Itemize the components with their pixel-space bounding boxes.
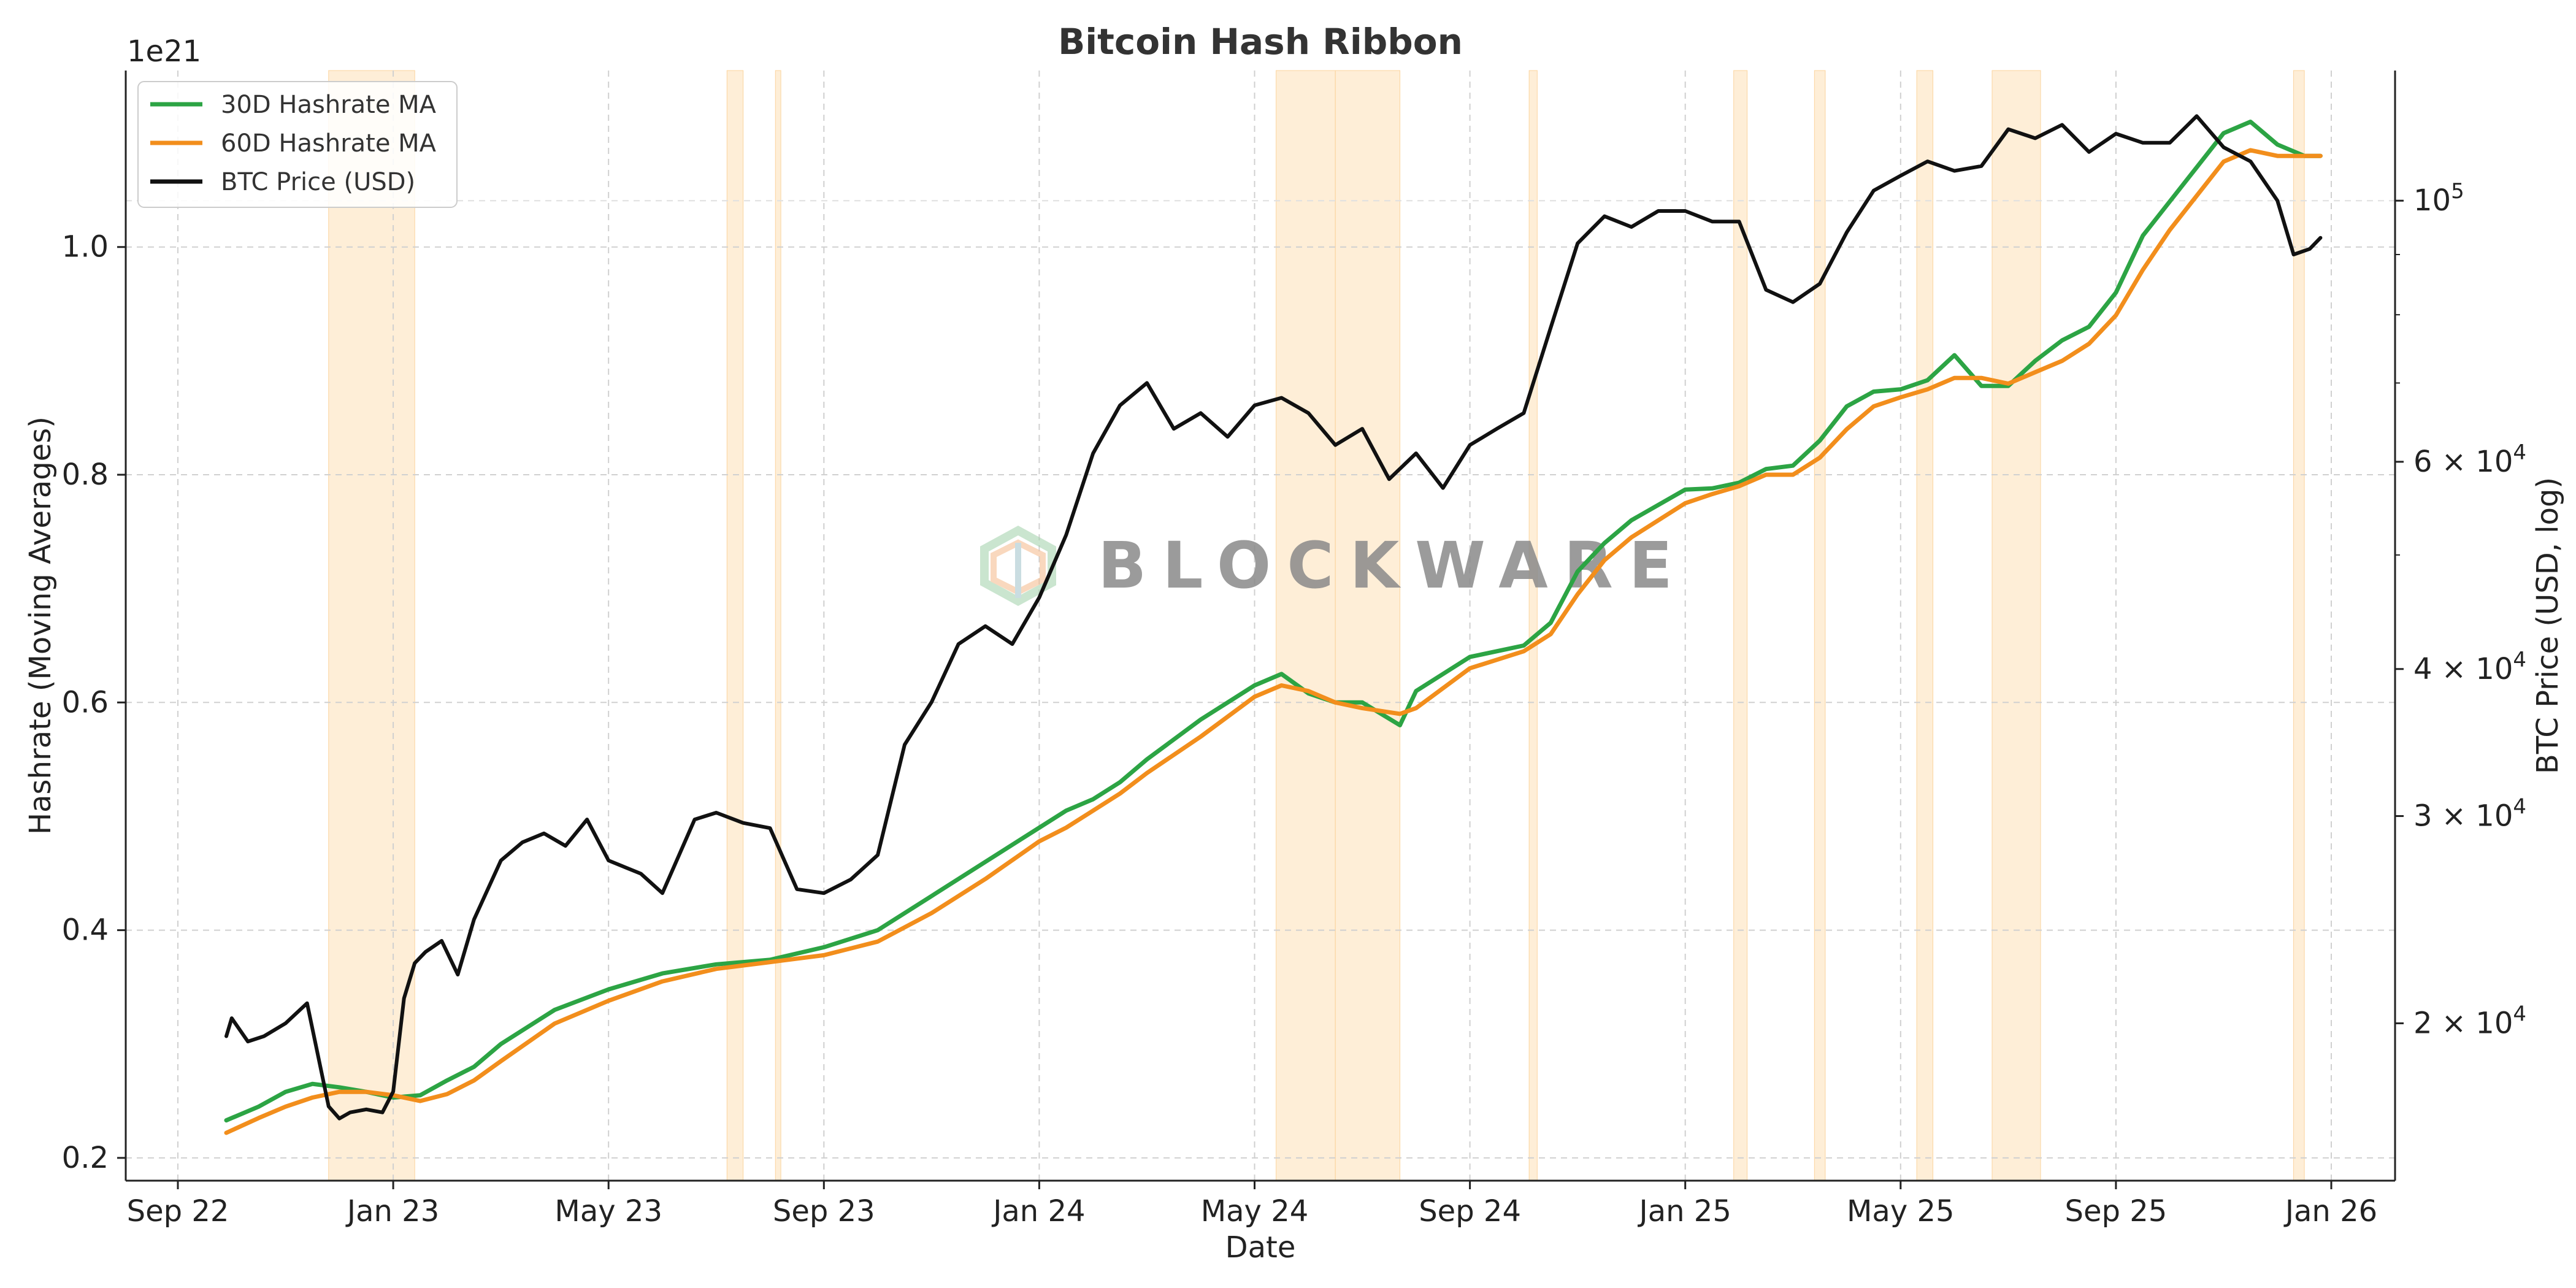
x-tick-label-9: Sep 25 bbox=[2064, 1194, 2167, 1229]
series-lines bbox=[224, 114, 2323, 1135]
x-tick-label-1: Jan 23 bbox=[345, 1194, 439, 1229]
x-axis-ticks: Sep 22 Jan 23 May 23 Sep 23 Jan 24 May 24 Sep … bbox=[127, 1181, 2377, 1229]
x-tick-label-4: Jan 24 bbox=[991, 1194, 1085, 1229]
capitulation-band-9 bbox=[1991, 70, 2041, 1181]
x-tick-label-8: May 25 bbox=[1847, 1194, 1955, 1229]
x-tick-label-0: Sep 22 bbox=[127, 1194, 229, 1229]
watermark-text: BLOCKWARE bbox=[1098, 528, 1689, 603]
capitulation-band-4 bbox=[1335, 70, 1400, 1181]
legend-label-60d: 60D Hashrate MA bbox=[221, 129, 437, 158]
legend-label-30d: 30D Hashrate MA bbox=[221, 91, 437, 119]
series-btc-price bbox=[224, 114, 2323, 1121]
offset-text: 1e21 bbox=[127, 34, 201, 69]
y-axis-label-right: BTC Price (USD, log) bbox=[2531, 477, 2565, 774]
capitulation-band-0 bbox=[328, 70, 415, 1181]
capitulation-band-10 bbox=[2293, 70, 2305, 1181]
y-left-tick-label-0: 0.2 bbox=[62, 1141, 109, 1175]
y-right-tick-label-4: 105 bbox=[2413, 179, 2464, 218]
capitulation-band-7 bbox=[1814, 70, 1826, 1181]
legend-box bbox=[137, 81, 458, 208]
x-axis-label: Date bbox=[1225, 1230, 1296, 1265]
left-y-axis-ticks: 0.2 0.4 0.6 0.8 1.0 bbox=[62, 230, 126, 1175]
y-right-tick-label-3: 6 × 104 bbox=[2413, 440, 2526, 479]
y-left-tick-label-2: 0.6 bbox=[62, 685, 109, 719]
y-axis-label-left: Hashrate (Moving Averages) bbox=[23, 416, 58, 835]
x-tick-label-6: Sep 24 bbox=[1419, 1194, 1521, 1229]
x-tick-label-2: May 23 bbox=[554, 1194, 662, 1229]
watermark: BLOCKWARE bbox=[980, 526, 1689, 606]
capitulation-band-8 bbox=[1916, 70, 1933, 1181]
legend-entry-60d: 60D Hashrate MA bbox=[150, 129, 437, 158]
x-tick-label-10: Jan 26 bbox=[2283, 1194, 2377, 1229]
legend: 30D Hashrate MA 60D Hashrate MA BTC Pric… bbox=[137, 81, 458, 208]
capitulation-band-1 bbox=[726, 70, 744, 1181]
y-left-tick-label-1: 0.4 bbox=[62, 913, 109, 948]
legend-entry-30d: 30D Hashrate MA bbox=[150, 91, 437, 119]
x-tick-label-5: May 24 bbox=[1201, 1194, 1309, 1229]
blockware-logo-icon bbox=[980, 526, 1056, 606]
grid-lines bbox=[126, 71, 2395, 1181]
y-right-tick-label-1: 3 × 104 bbox=[2413, 795, 2526, 834]
y-left-tick-label-4: 1.0 bbox=[62, 230, 109, 264]
y-right-tick-label-0: 2 × 104 bbox=[2413, 1002, 2526, 1040]
capitulation-band-2 bbox=[775, 70, 781, 1181]
axes-frame bbox=[125, 71, 2396, 1182]
series-30d-hashrate-ma bbox=[224, 120, 2323, 1123]
y-right-tick-label-2: 4 × 104 bbox=[2413, 648, 2526, 686]
chart-title: Bitcoin Hash Ribbon bbox=[1058, 21, 1463, 63]
right-y-axis-ticks: 2 × 104 3 × 104 4 × 104 6 × 104 105 bbox=[2395, 179, 2526, 1040]
y-left-tick-label-3: 0.8 bbox=[62, 458, 109, 492]
capitulation-band-5 bbox=[1528, 70, 1538, 1181]
series-60d-hashrate-ma bbox=[224, 148, 2323, 1135]
x-tick-label-7: Jan 25 bbox=[1638, 1194, 1731, 1229]
capitulation-bands bbox=[328, 70, 2305, 1181]
x-tick-label-3: Sep 23 bbox=[773, 1194, 875, 1229]
legend-entry-price: BTC Price (USD) bbox=[150, 168, 415, 196]
legend-label-price: BTC Price (USD) bbox=[221, 168, 415, 196]
capitulation-band-3 bbox=[1276, 70, 1336, 1181]
